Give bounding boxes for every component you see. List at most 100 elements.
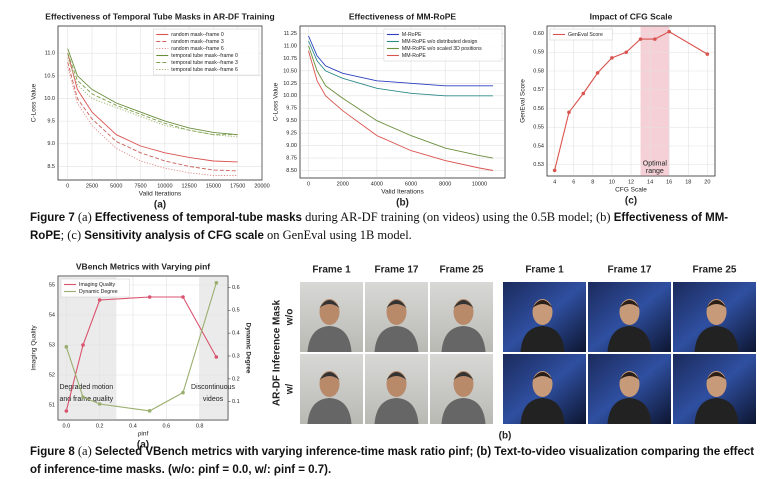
y-tick-label: 11.0: [45, 51, 55, 57]
person-head: [319, 371, 340, 397]
y-tick-label: 11.25: [284, 31, 297, 37]
person-hair: [532, 300, 553, 308]
person-body: [694, 326, 739, 352]
x-tick-label: 17500: [230, 183, 245, 189]
frame-header: Frame 25: [693, 265, 737, 276]
person-head: [706, 299, 727, 325]
y-tick-label: 10.0: [44, 96, 55, 102]
video-grid: Frame 1 Frame 17 Frame 25 Frame 1 Frame 17 Fr…: [272, 265, 756, 442]
data-point: [667, 29, 671, 34]
series-line: [308, 35, 493, 87]
y-tick-label: 8.50: [286, 168, 297, 174]
person-body: [607, 326, 652, 352]
person-body: [307, 398, 352, 424]
x-tick-label: 15000: [206, 183, 221, 189]
panel-label: (a): [137, 440, 149, 451]
y-tick-label: 52: [49, 372, 55, 378]
y-tick-label: 0.56: [533, 106, 544, 112]
x-tick-label: 8000: [439, 181, 451, 187]
x-axis-label: Valid Iterations: [139, 191, 182, 198]
plot-frame: [57, 275, 229, 421]
data-point: [181, 390, 185, 395]
y-tick-label: 0.60: [533, 31, 544, 37]
x-tick-label: 0: [66, 183, 69, 189]
y-tick-label: 10.50: [283, 68, 297, 74]
legend-box: [153, 28, 260, 76]
annotation: Degraded motion: [59, 384, 113, 391]
series-line: [67, 48, 238, 136]
x-tick-label: 2500: [86, 183, 98, 189]
person-hair: [619, 372, 640, 380]
legend-box: [383, 28, 503, 62]
y-tick-label: 55: [49, 282, 55, 288]
y-tick-label: 51: [49, 402, 55, 408]
caption-bold: Selected VBench metrics with varying inf…: [94, 446, 492, 458]
caption-bold: Sensitivity analysis of CFG scale: [84, 230, 264, 242]
data-point: [214, 355, 219, 359]
legend-label: Dynamic Degree: [79, 289, 118, 295]
x-tick-label: 8: [591, 179, 594, 185]
x-tick-label: 0.2: [96, 423, 104, 429]
panel-label: (b): [499, 431, 512, 442]
series-line: [308, 45, 494, 159]
series-line: [65, 296, 217, 412]
y-tick-label: 0.53: [533, 162, 544, 168]
annotation: and frame quality: [59, 396, 113, 403]
x-tick-label: 12: [628, 179, 634, 185]
person-body: [307, 326, 352, 352]
y-tick-label: 9.0: [47, 141, 55, 147]
y2-tick-label: 0.1: [232, 399, 240, 405]
y2-axis-label: Dynamic Degree: [244, 323, 251, 374]
caption-text: (a): [77, 444, 92, 458]
legend-label: random mask--frame 3: [171, 39, 224, 45]
y-axis-label: C-Loss Value: [31, 83, 38, 122]
person-body: [441, 326, 486, 352]
legend-label: MM-RoPE w/o distributed design: [402, 39, 478, 45]
caption-text: ; (c): [60, 228, 82, 242]
x-tick-label: 0.4: [129, 423, 137, 429]
person-head: [532, 371, 553, 397]
person-body: [374, 398, 419, 424]
person-hair: [386, 372, 407, 380]
data-point: [81, 395, 85, 399]
legend-label: Imaging Quality: [79, 282, 115, 288]
person-hair: [706, 300, 727, 308]
legend-label: MM-RoPE: [402, 53, 426, 59]
y2-tick-label: 0.6: [232, 285, 240, 291]
x-tick-label: 6000: [405, 181, 417, 187]
caption-text: (a): [77, 210, 92, 224]
chart-title: Effectiveness of MM-RoPE: [349, 11, 457, 21]
y-tick-label: 10.00: [283, 93, 297, 99]
x-tick-label: 20000: [254, 183, 269, 189]
frame-header: Frame 1: [312, 265, 351, 276]
y-tick-label: 9.00: [286, 143, 297, 149]
data-point: [97, 298, 102, 302]
legend-label: MM-RoPE w/o scaled 3D positions: [402, 46, 482, 52]
x-tick-label: 0.8: [196, 423, 204, 429]
y-tick-label: 9.5: [47, 119, 55, 125]
person-body: [441, 398, 486, 424]
person-body: [520, 326, 565, 352]
frame-header: Frame 1: [525, 265, 564, 276]
y-tick-label: 53: [49, 342, 55, 348]
plot-frame: [546, 25, 716, 177]
person-hair: [386, 300, 407, 308]
y-axis-label: Imaging Quality: [31, 325, 38, 371]
annotation: videos: [203, 396, 224, 403]
data-point: [610, 56, 614, 60]
frame-header: Frame 17: [608, 265, 652, 276]
plot-frame: [299, 25, 506, 179]
annotation: range: [646, 168, 664, 175]
x-tick-label: 0.6: [163, 423, 171, 429]
data-point: [64, 345, 69, 349]
y2-tick-label: 0.3: [232, 353, 240, 359]
caption-label: Figure 7: [30, 212, 75, 224]
x-tick-label: 0: [307, 181, 310, 187]
data-point: [97, 402, 102, 406]
y2-tick-label: 0.4: [232, 331, 240, 337]
x-axis-label: Valid Iterations: [381, 189, 424, 196]
annotation: Discontinuous: [191, 384, 235, 391]
person-hair: [453, 300, 474, 308]
x-tick-label: 16: [666, 179, 672, 185]
